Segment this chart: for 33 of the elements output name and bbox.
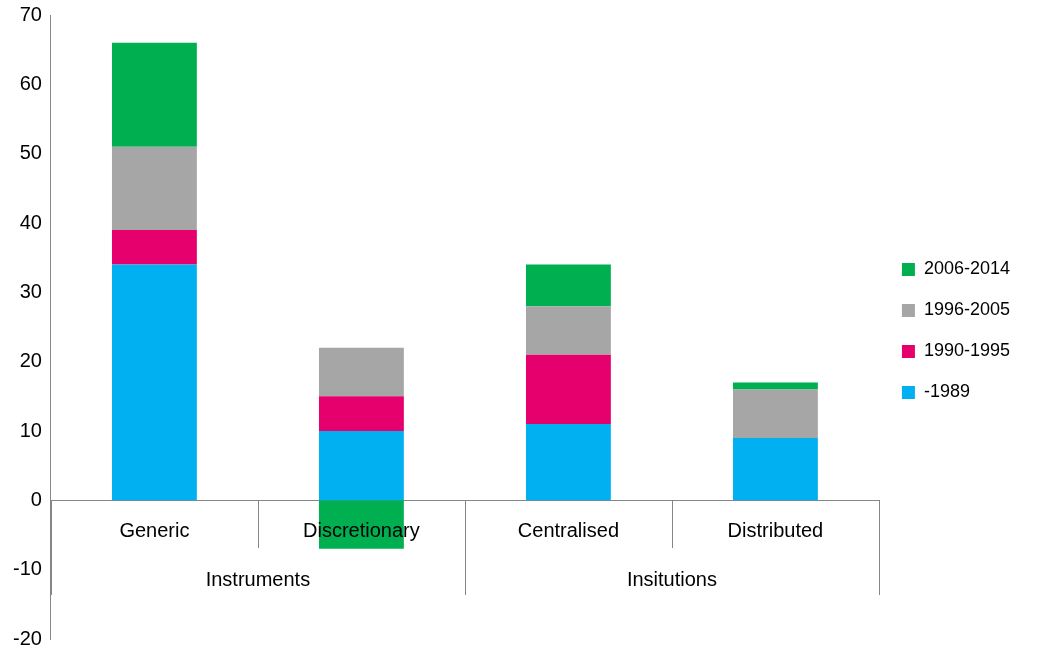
legend-label: 1996-2005 (923, 299, 1011, 320)
bar (318, 396, 404, 431)
y-tick-label: -20 (13, 626, 42, 649)
y-tick-label: 70 (19, 2, 42, 25)
bar (111, 42, 197, 147)
annotation: Instruments (205, 567, 311, 590)
y-tick-label: 20 (19, 349, 42, 372)
y-tick-label: 40 (19, 210, 42, 233)
y-tick-label: 50 (19, 141, 42, 164)
legend-label: 2006-2014 (923, 258, 1011, 279)
bar (318, 431, 404, 501)
bar (111, 229, 197, 265)
legend-label: 1990-1995 (923, 340, 1011, 361)
legend-label: -1989 (923, 381, 970, 402)
bar (525, 264, 611, 307)
bar (732, 389, 818, 438)
y-tick-label: 0 (30, 487, 42, 510)
bar (525, 424, 611, 501)
bar (732, 382, 818, 390)
bar (525, 306, 611, 355)
bar (732, 437, 818, 501)
annotation: Insitutions (626, 567, 717, 590)
y-tick-label: 10 (19, 418, 42, 441)
bar (111, 146, 197, 230)
y-tick-label: 30 (19, 279, 42, 302)
x-tick-label: Distributed (727, 518, 824, 541)
bar (318, 347, 404, 397)
bar (111, 264, 197, 501)
bar (525, 354, 611, 425)
y-tick-label: 60 (19, 71, 42, 94)
x-tick-label: Generic (119, 518, 190, 541)
x-tick-label: Centralised (517, 518, 619, 541)
y-tick-label: -10 (13, 557, 42, 580)
